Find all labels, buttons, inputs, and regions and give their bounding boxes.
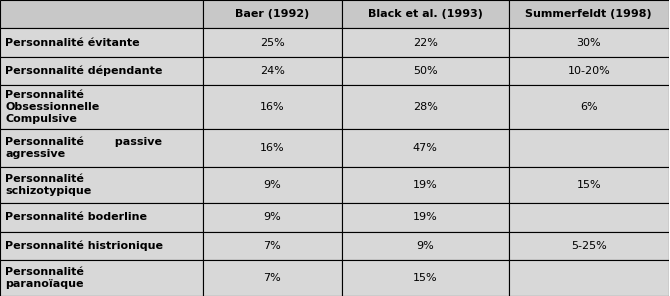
Text: 16%: 16% (260, 143, 285, 153)
Bar (203, 231, 342, 260)
Bar (509, 28, 669, 57)
Text: 10-20%: 10-20% (567, 66, 610, 76)
Bar (0, 129, 203, 167)
Bar (509, 57, 669, 86)
Bar (203, 0, 342, 28)
Text: 24%: 24% (260, 66, 285, 76)
Text: Black et al. (1993): Black et al. (1993) (368, 9, 482, 19)
Bar (342, 231, 509, 260)
Bar (0, 167, 203, 203)
Text: 47%: 47% (413, 143, 438, 153)
Bar (203, 86, 342, 129)
Bar (203, 28, 342, 57)
Bar (0, 260, 203, 296)
Text: 22%: 22% (413, 38, 438, 48)
Bar (509, 129, 669, 167)
Text: Personnalité        passive
agressive: Personnalité passive agressive (5, 137, 162, 159)
Text: Personnalité
schizotypique: Personnalité schizotypique (5, 174, 92, 196)
Text: 25%: 25% (260, 38, 285, 48)
Text: Personnalité évitante: Personnalité évitante (5, 38, 140, 48)
Text: Personnalité histrionique: Personnalité histrionique (5, 241, 163, 251)
Text: 6%: 6% (580, 102, 598, 112)
Bar (342, 0, 509, 28)
Bar (509, 203, 669, 231)
Text: 9%: 9% (416, 241, 434, 251)
Text: Personnalité
Obsessionnelle
Compulsive: Personnalité Obsessionnelle Compulsive (5, 90, 100, 124)
Text: 50%: 50% (413, 66, 438, 76)
Bar (0, 231, 203, 260)
Bar (0, 203, 203, 231)
Text: 19%: 19% (413, 180, 438, 190)
Text: Summerfeldt (1998): Summerfeldt (1998) (525, 9, 652, 19)
Text: 16%: 16% (260, 102, 285, 112)
Bar (509, 0, 669, 28)
Text: Baer (1992): Baer (1992) (235, 9, 310, 19)
Bar (342, 167, 509, 203)
Text: 5-25%: 5-25% (571, 241, 606, 251)
Text: 15%: 15% (576, 180, 601, 190)
Bar (342, 28, 509, 57)
Bar (509, 260, 669, 296)
Bar (342, 129, 509, 167)
Text: 9%: 9% (263, 212, 281, 222)
Text: 15%: 15% (413, 273, 438, 283)
Text: Personnalité boderline: Personnalité boderline (5, 212, 147, 222)
Bar (509, 167, 669, 203)
Bar (342, 57, 509, 86)
Bar (203, 129, 342, 167)
Bar (0, 86, 203, 129)
Bar (0, 0, 203, 28)
Bar (203, 57, 342, 86)
Text: Personnalité
paranoïaque: Personnalité paranoïaque (5, 267, 84, 289)
Bar (342, 86, 509, 129)
Bar (509, 231, 669, 260)
Bar (0, 57, 203, 86)
Text: 7%: 7% (263, 273, 281, 283)
Text: Personnalité dépendante: Personnalité dépendante (5, 66, 163, 76)
Bar (203, 260, 342, 296)
Bar (342, 260, 509, 296)
Bar (0, 28, 203, 57)
Text: 19%: 19% (413, 212, 438, 222)
Bar (203, 203, 342, 231)
Text: 28%: 28% (413, 102, 438, 112)
Bar (509, 86, 669, 129)
Text: 30%: 30% (576, 38, 601, 48)
Bar (342, 203, 509, 231)
Bar (203, 167, 342, 203)
Text: 7%: 7% (263, 241, 281, 251)
Text: 9%: 9% (263, 180, 281, 190)
